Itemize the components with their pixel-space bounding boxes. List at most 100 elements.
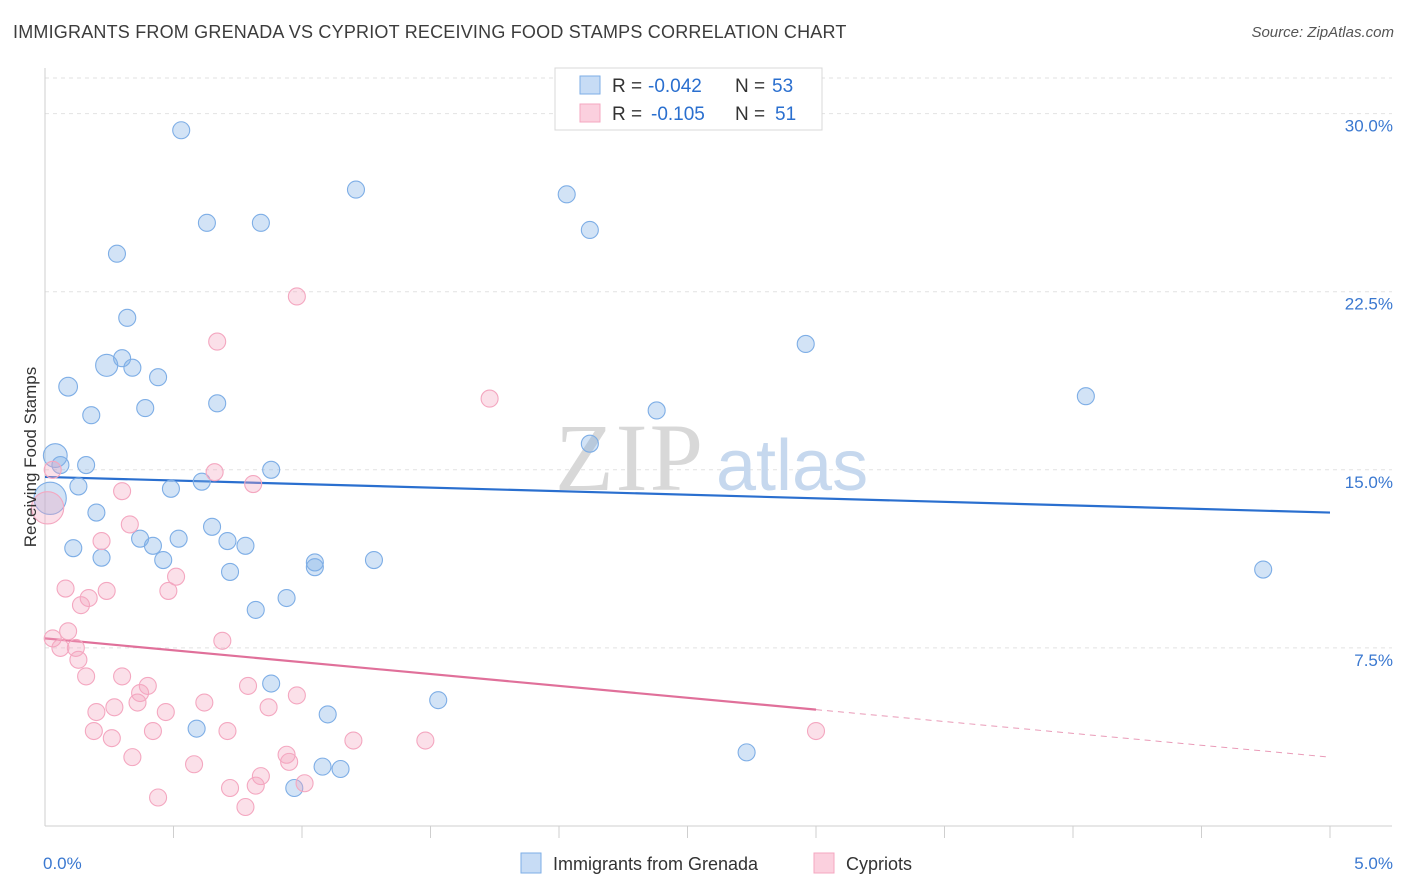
legend-label-grenada: Immigrants from Grenada xyxy=(553,854,759,874)
cypriot-point xyxy=(806,721,826,741)
trend-line-1 xyxy=(44,637,817,711)
grenada-point xyxy=(92,548,111,567)
cypriot-point xyxy=(123,748,142,767)
stats-n-label-1: N = xyxy=(735,76,765,97)
trend-line-0 xyxy=(44,475,1331,514)
cypriot-point xyxy=(59,622,78,641)
cypriot-point xyxy=(43,460,62,479)
cypriot-point xyxy=(208,332,227,351)
grenada-point xyxy=(262,460,281,479)
stats-n-value-2: 51 xyxy=(775,104,796,125)
grenada-point xyxy=(58,376,79,397)
grenada-point xyxy=(192,472,211,491)
cypriot-point xyxy=(149,788,168,807)
grenada-point xyxy=(251,213,270,232)
grenada-point xyxy=(154,550,173,570)
grenada-point xyxy=(262,674,281,693)
axes xyxy=(44,68,1392,838)
grenada-point xyxy=(143,536,162,555)
legend-swatch-cypriots xyxy=(813,852,835,874)
y-axis-title: Receiving Food Stamps xyxy=(21,367,40,547)
cypriot-point xyxy=(143,721,162,741)
grenada-point xyxy=(64,539,83,558)
legend-swatch-grenada xyxy=(520,852,542,874)
stats-r-label-1: R = xyxy=(612,76,642,97)
source-credit: Source: ZipAtlas.com xyxy=(1251,24,1394,41)
cypriot-point xyxy=(105,698,124,717)
cypriot-point xyxy=(218,721,237,741)
cypriot-point xyxy=(138,676,157,695)
stats-r-value-1: -0.042 xyxy=(648,76,702,97)
cypriot-point xyxy=(213,631,232,650)
y-tick-label: 7.5% xyxy=(1354,651,1393,670)
grenada-point xyxy=(331,759,350,779)
x-tick-label: 0.0% xyxy=(43,854,82,873)
cypriot-point xyxy=(236,797,255,817)
cypriot-point xyxy=(280,752,299,771)
cypriot-point xyxy=(205,463,224,482)
trend-lines xyxy=(44,475,1331,758)
grenada-point xyxy=(123,358,142,377)
cypriot-point xyxy=(259,698,278,717)
cypriot-point xyxy=(43,629,62,648)
grenada-point xyxy=(136,399,155,418)
grenada-point xyxy=(208,394,227,413)
data-points xyxy=(30,121,1273,817)
grenada-point xyxy=(737,743,756,762)
cypriot-point xyxy=(128,693,147,712)
watermark-atlas: atlas xyxy=(716,426,868,506)
cypriot-point xyxy=(69,650,88,669)
grenada-point xyxy=(236,536,255,555)
grenada-point xyxy=(118,308,137,327)
grenada-point xyxy=(220,562,240,581)
cypriot-point xyxy=(295,774,314,793)
grenada-point xyxy=(246,600,265,619)
cypriot-point xyxy=(120,515,139,534)
cypriot-point xyxy=(51,638,70,657)
grenada-point xyxy=(69,477,88,496)
watermark: ZIP atlas xyxy=(555,404,868,511)
grenada-point xyxy=(557,185,576,204)
grenada-point xyxy=(197,213,216,232)
grenada-point xyxy=(149,368,168,387)
cypriot-point xyxy=(287,686,306,705)
grenada-point xyxy=(87,503,106,522)
grenada-point xyxy=(305,558,324,577)
y-tick-label: 15.0% xyxy=(1345,473,1393,492)
stats-r-label-2: R = xyxy=(612,104,642,125)
grenada-point xyxy=(313,757,332,776)
grenada-point xyxy=(429,691,448,710)
cypriot-point xyxy=(156,702,175,722)
grenada-point xyxy=(187,719,206,738)
grenada-point xyxy=(1254,560,1273,579)
cypriot-point xyxy=(56,579,75,598)
grenada-point xyxy=(169,529,188,548)
cypriot-point xyxy=(71,596,91,615)
cypriot-point xyxy=(244,475,263,494)
cypriot-point xyxy=(66,638,85,657)
x-tick-label: 5.0% xyxy=(1354,854,1393,873)
grenada-point xyxy=(580,434,599,453)
grenada-point xyxy=(218,531,237,551)
cypriot-point xyxy=(344,731,363,750)
cypriot-point xyxy=(79,588,98,608)
cypriot-point xyxy=(84,721,103,741)
cypriot-point xyxy=(246,776,265,795)
trend-line-extension-1 xyxy=(815,709,1331,758)
grenada-point xyxy=(172,121,191,140)
cypriot-point xyxy=(87,702,106,722)
cypriot-point xyxy=(30,491,65,525)
cypriot-point xyxy=(195,693,214,712)
grenada-point xyxy=(346,180,366,199)
grenada-point xyxy=(318,705,337,724)
grenada-point xyxy=(364,550,384,570)
stats-legend-swatch-cypriots xyxy=(579,103,601,123)
grid-lines xyxy=(45,77,1392,649)
stats-n-label-2: N = xyxy=(735,104,765,125)
cypriot-point xyxy=(238,676,258,695)
stats-legend: R = -0.042 N = 53 R = -0.105 N = 51 xyxy=(554,67,823,131)
grenada-point xyxy=(580,220,599,240)
stats-r-value-2: -0.105 xyxy=(651,104,705,125)
grenada-point xyxy=(647,401,666,420)
grenada-point xyxy=(95,353,119,377)
